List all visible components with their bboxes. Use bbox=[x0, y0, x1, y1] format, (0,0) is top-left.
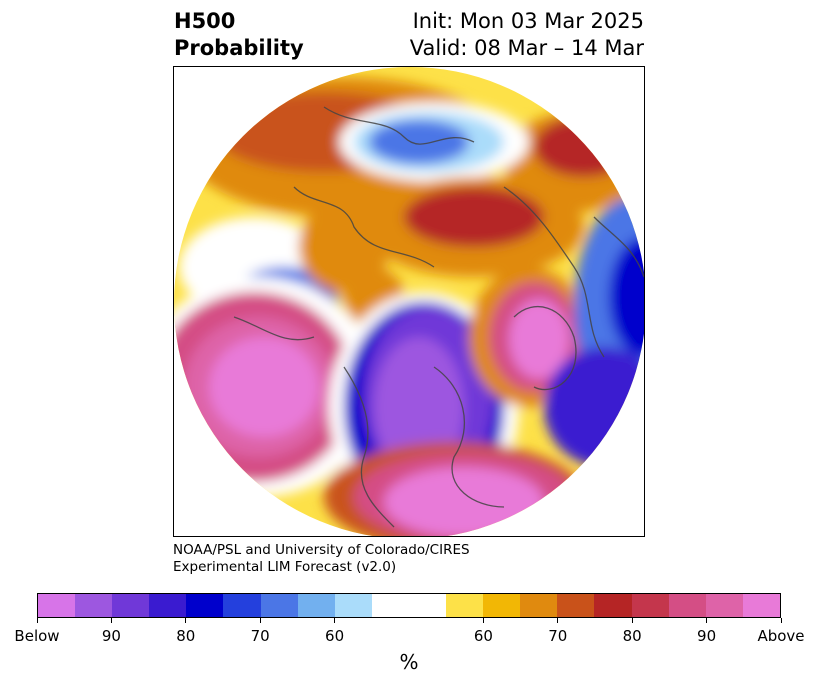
probability-map-svg bbox=[174, 67, 644, 536]
colorbar-segment bbox=[334, 594, 372, 617]
polar-map bbox=[173, 66, 645, 537]
colorbar-tick bbox=[110, 618, 112, 623]
product-label: Probability bbox=[174, 36, 304, 60]
colorbar-tick bbox=[259, 618, 261, 623]
colorbar-tick bbox=[185, 618, 187, 623]
colorbar-segment bbox=[223, 594, 261, 617]
colorbar-segment bbox=[260, 594, 298, 617]
colorbar-tick bbox=[557, 618, 559, 623]
colorbar-segment bbox=[705, 594, 743, 617]
colorbar-segment bbox=[112, 594, 150, 617]
colorbar-segment bbox=[594, 594, 632, 617]
colorbar-segment bbox=[631, 594, 669, 617]
colorbar-tick-label: Above bbox=[757, 627, 805, 645]
colorbar-tick bbox=[780, 618, 782, 623]
colorbar-segment bbox=[483, 594, 521, 617]
colorbar-tick bbox=[36, 618, 38, 623]
colorbar-tick-label: 60 bbox=[473, 627, 493, 645]
variable-label: H500 bbox=[174, 9, 236, 33]
colorbar-unit: % bbox=[399, 650, 419, 674]
colorbar-segment bbox=[297, 594, 335, 617]
colorbar-segment bbox=[520, 594, 558, 617]
colorbar-tick bbox=[482, 618, 484, 623]
credit-line-1: NOAA/PSL and University of Colorado/CIRE… bbox=[173, 542, 470, 558]
credit-line-2: Experimental LIM Forecast (v2.0) bbox=[173, 559, 397, 575]
colorbar-segment bbox=[668, 594, 706, 617]
map-title-right: Init: Mon 03 Mar 2025 Valid: 08 Mar – 14… bbox=[410, 8, 644, 62]
colorbar-segment bbox=[557, 594, 595, 617]
colorbar-segment bbox=[408, 594, 447, 617]
colorbar-tick-label: 90 bbox=[697, 627, 717, 645]
colorbar-tick bbox=[631, 618, 633, 623]
colorbar-tick-label: 60 bbox=[325, 627, 345, 645]
colorbar-tick-label: 80 bbox=[622, 627, 642, 645]
init-date: Init: Mon 03 Mar 2025 bbox=[412, 9, 644, 33]
credit-text: NOAA/PSL and University of Colorado/CIRE… bbox=[173, 542, 470, 576]
colorbar-tick-label: Below bbox=[14, 627, 60, 645]
valid-range: Valid: 08 Mar – 14 Mar bbox=[409, 36, 644, 60]
colorbar-tick-label: 70 bbox=[250, 627, 270, 645]
colorbar-segment bbox=[186, 594, 224, 617]
probability-field bbox=[174, 67, 644, 536]
colorbar-segment bbox=[75, 594, 113, 617]
colorbar-segment bbox=[38, 594, 76, 617]
colorbar-segment bbox=[742, 594, 780, 617]
colorbar-tick-label: 70 bbox=[548, 627, 568, 645]
colorbar-segment bbox=[446, 594, 484, 617]
colorbar-tick bbox=[334, 618, 336, 623]
colorbar bbox=[37, 593, 781, 618]
map-title-left: H500 Probability bbox=[174, 8, 304, 62]
colorbar-tick-label: 80 bbox=[176, 627, 196, 645]
colorbar-segment bbox=[371, 594, 409, 617]
colorbar-segment bbox=[149, 594, 187, 617]
colorbar-tick-label: 90 bbox=[101, 627, 121, 645]
colorbar-tick bbox=[706, 618, 708, 623]
